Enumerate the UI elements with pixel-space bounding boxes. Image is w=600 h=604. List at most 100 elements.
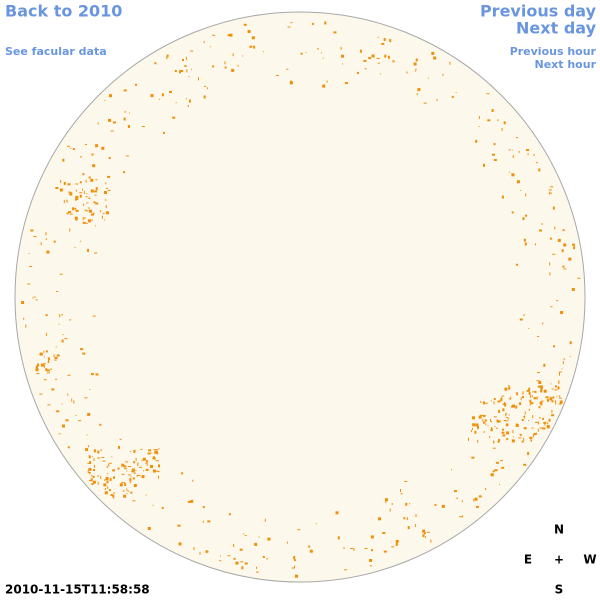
facula: [535, 162, 538, 164]
facula: [549, 237, 552, 240]
facula: [66, 212, 69, 215]
facula: [112, 494, 115, 498]
next-hour-link[interactable]: Next hour: [535, 58, 597, 71]
facula: [363, 59, 367, 62]
facula: [95, 179, 98, 181]
previous-day-link[interactable]: Previous day: [480, 2, 597, 21]
facula: [83, 203, 84, 206]
facula: [482, 414, 486, 417]
back-link[interactable]: Back to 2010: [5, 2, 122, 21]
facula: [145, 461, 147, 464]
facula: [479, 414, 483, 416]
facula: [67, 446, 70, 449]
facula: [540, 400, 544, 402]
facula: [491, 109, 494, 112]
facula: [187, 500, 191, 503]
facula: [511, 173, 515, 177]
facula: [518, 437, 522, 439]
facula: [95, 202, 99, 205]
facula: [61, 403, 63, 405]
facula: [105, 477, 109, 480]
facula: [33, 236, 37, 237]
facula: [434, 504, 437, 507]
facula: [43, 379, 47, 381]
facula: [521, 419, 524, 421]
facula: [87, 207, 90, 209]
facula: [487, 119, 491, 122]
facula: [40, 242, 42, 246]
facular-link[interactable]: See facular data: [5, 45, 107, 58]
facula: [256, 566, 257, 569]
facula: [50, 368, 52, 370]
facula: [563, 268, 567, 270]
facula: [227, 34, 231, 37]
facula: [212, 65, 215, 68]
facula: [106, 473, 108, 475]
facula: [333, 31, 337, 34]
facula: [559, 400, 563, 404]
facula: [86, 434, 88, 436]
next-day-link[interactable]: Next day: [516, 19, 597, 38]
timestamp: 2010-11-15T11:58:58: [5, 583, 150, 597]
facula: [541, 223, 543, 225]
facula: [80, 240, 81, 242]
facula: [568, 257, 572, 261]
previous-hour-link[interactable]: Previous hour: [510, 45, 597, 58]
facula: [534, 243, 536, 246]
facula: [525, 193, 527, 197]
facula: [95, 144, 99, 148]
facula: [113, 497, 115, 499]
facula: [395, 539, 399, 543]
facula: [94, 194, 97, 196]
facula: [537, 385, 541, 388]
facula: [91, 213, 94, 216]
facula: [104, 479, 106, 482]
facula: [155, 449, 159, 451]
facula: [188, 99, 191, 103]
facula: [158, 475, 160, 479]
facula: [185, 98, 187, 100]
facula: [89, 480, 91, 481]
facula: [82, 188, 83, 191]
facula: [103, 483, 107, 487]
facula: [130, 450, 132, 452]
facula: [343, 547, 345, 549]
facula: [549, 272, 551, 276]
facula: [157, 471, 160, 473]
facula: [45, 368, 48, 372]
facula: [190, 499, 194, 503]
facula: [235, 561, 239, 565]
facula: [403, 517, 406, 520]
facula: [137, 462, 139, 465]
facula: [224, 61, 226, 65]
facula: [472, 416, 475, 420]
facula: [92, 456, 94, 458]
facula: [97, 481, 99, 485]
facula: [126, 488, 128, 491]
facula: [391, 503, 393, 505]
facula: [389, 39, 392, 43]
facula: [475, 139, 478, 143]
facula: [364, 68, 367, 70]
facula: [174, 70, 177, 72]
facula: [67, 374, 71, 376]
facula: [543, 389, 547, 393]
facula: [123, 494, 127, 498]
facula: [175, 102, 177, 104]
facula: [61, 339, 64, 343]
facula: [147, 527, 151, 530]
facula: [509, 171, 511, 173]
facula: [539, 401, 543, 404]
facula: [105, 205, 107, 209]
facula: [67, 393, 69, 396]
facula: [557, 386, 560, 390]
facula: [543, 363, 546, 367]
facula: [483, 431, 486, 433]
facula: [117, 467, 120, 470]
facula: [86, 202, 88, 204]
facula: [531, 439, 532, 442]
facula: [69, 213, 73, 215]
facula: [559, 395, 561, 398]
facula: [508, 385, 510, 387]
